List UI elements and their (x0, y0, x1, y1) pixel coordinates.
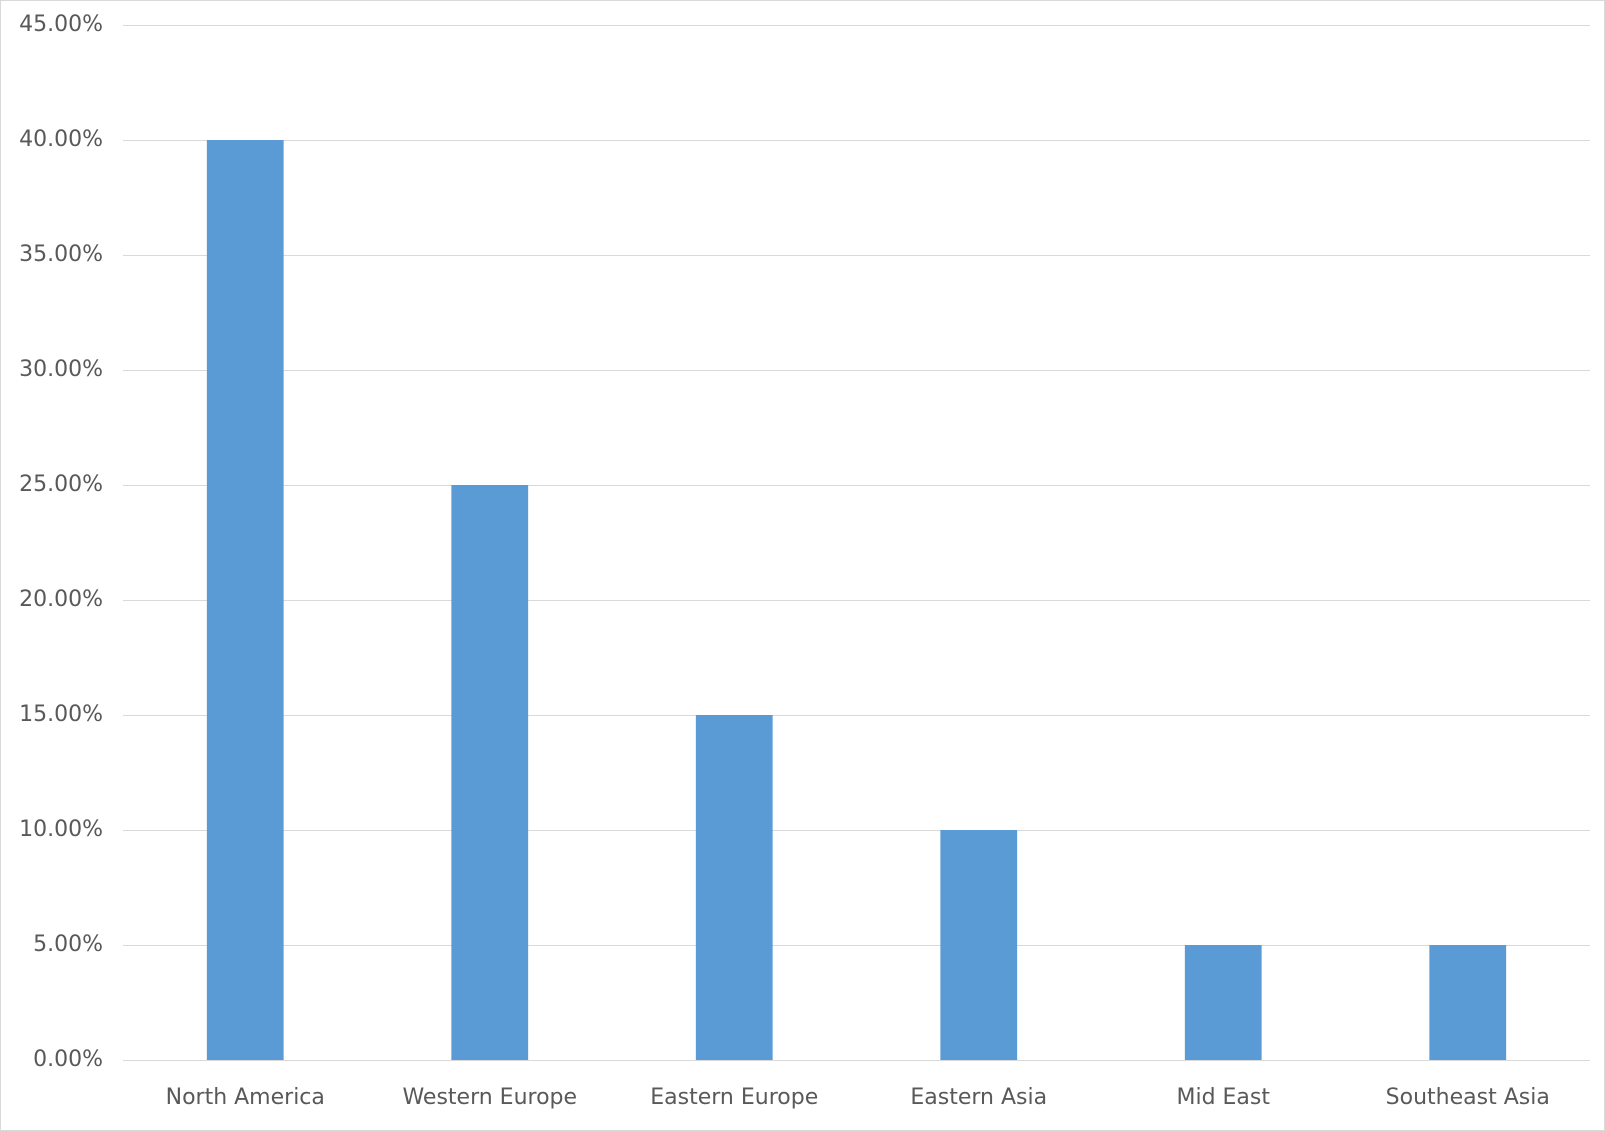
y-tick-label: 25.00% (19, 472, 103, 497)
y-tick-label: 15.00% (19, 702, 103, 727)
y-tick-label: 5.00% (33, 932, 103, 957)
bar (695, 715, 773, 1060)
bar (451, 485, 529, 1060)
x-tick-label: Eastern Asia (910, 1085, 1047, 1110)
y-tick-label: 45.00% (19, 12, 103, 37)
x-tick-label: Eastern Europe (650, 1085, 818, 1110)
x-tick-label: Southeast Asia (1386, 1085, 1550, 1110)
bar (206, 140, 284, 1060)
x-tick-label: Mid East (1176, 1085, 1270, 1110)
y-tick-label: 35.00% (19, 242, 103, 267)
x-tick-label: North America (166, 1085, 325, 1110)
bar (940, 830, 1018, 1060)
bar (1184, 945, 1262, 1060)
y-tick-label: 40.00% (19, 127, 103, 152)
y-tick-label: 10.00% (19, 817, 103, 842)
bar (1429, 945, 1507, 1060)
y-tick-label: 20.00% (19, 587, 103, 612)
x-tick-label: Western Europe (402, 1085, 577, 1110)
y-tick-label: 30.00% (19, 357, 103, 382)
y-tick-label: 0.00% (33, 1047, 103, 1072)
